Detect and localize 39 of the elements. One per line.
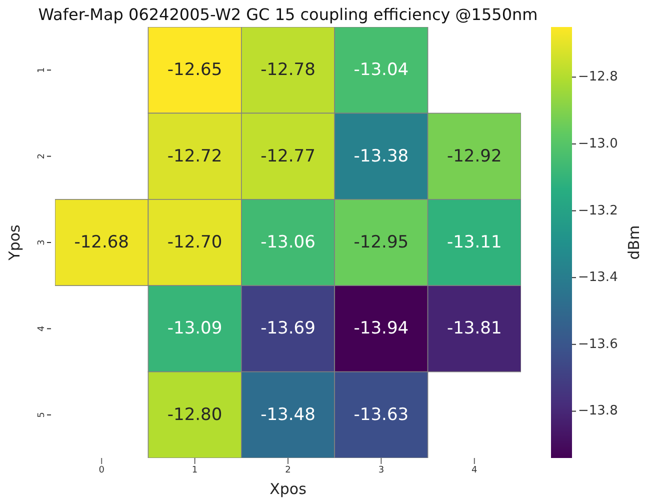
x-tick-label: 0: [98, 465, 105, 476]
color-bar-label: −13.6: [578, 336, 618, 352]
y-tick-label: 3: [37, 240, 47, 246]
data-label: -12.68: [74, 232, 130, 252]
data-label: -12.70: [167, 232, 222, 252]
chart-title: Wafer-Map 06242005-W2 GC 15 coupling efficiency @1550nm: [37, 5, 539, 24]
x-tick-label: 4: [472, 465, 478, 476]
x-axis-title: Xpos: [270, 480, 307, 498]
x-tick-label: 1: [192, 465, 198, 476]
data-label: -13.38: [354, 146, 409, 166]
y-axis-title: Ypos: [5, 224, 24, 262]
data-label: -13.06: [260, 232, 316, 252]
color-bar-label: −13.0: [578, 136, 618, 152]
color-bar-label: −12.8: [578, 70, 618, 85]
x-tick-label: 3: [378, 465, 384, 476]
y-tick-label: 2: [37, 153, 47, 160]
data-label: -12.78: [260, 60, 316, 80]
data-label: -12.92: [446, 146, 502, 166]
data-label: -13.81: [446, 318, 502, 339]
color-bar-label: −13.4: [578, 270, 618, 286]
x-tick-label: 2: [285, 465, 291, 476]
data-label: -13.69: [260, 318, 316, 339]
data-label: -13.48: [260, 404, 316, 425]
data-label: -13.04: [354, 60, 409, 80]
data-label: -13.11: [446, 232, 502, 252]
color-bar-label: −13.2: [578, 203, 618, 218]
y-tick-label: 4: [37, 326, 47, 332]
color-bar-label: −13.8: [578, 404, 618, 419]
data-label: -12.65: [167, 60, 222, 80]
data-label: -12.72: [167, 146, 222, 166]
y-tick-label: 5: [37, 412, 47, 418]
data-label: -13.63: [354, 404, 409, 425]
data-label: -13.09: [167, 318, 222, 339]
data-label: -12.80: [167, 404, 222, 425]
data-label: -13.94: [354, 318, 409, 339]
data-label: -12.77: [260, 146, 316, 166]
data-label: -12.95: [354, 232, 409, 252]
y-tick-label: 1: [37, 67, 47, 73]
color-bar-title: dBm: [625, 225, 643, 260]
